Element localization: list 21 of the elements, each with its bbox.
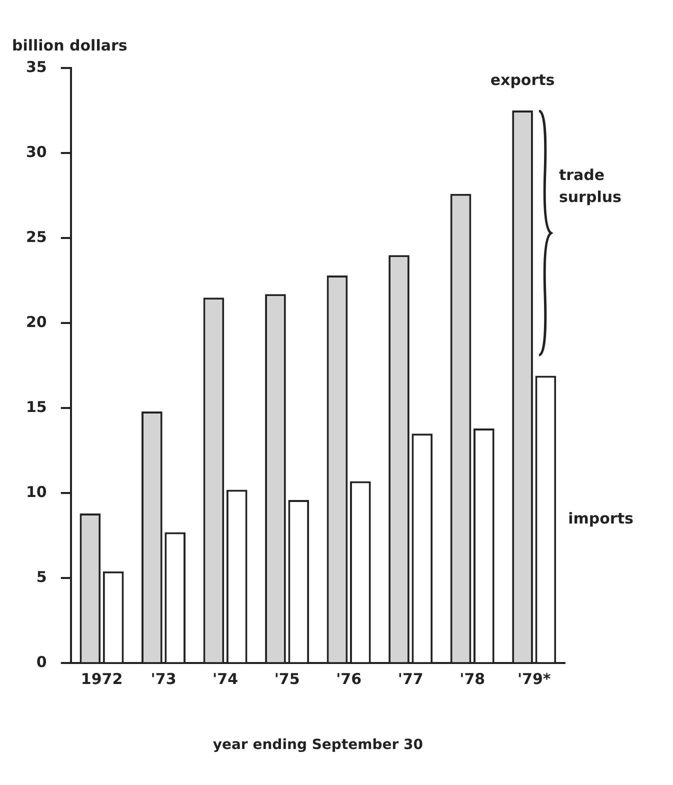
y-tick-label: 25 [26,228,47,246]
x-tick-label: '77 [398,670,424,688]
y-tick-label: 10 [26,483,47,502]
x-tick-label: '73 [150,670,176,688]
x-tick-label: '79* [517,670,551,688]
y-tick-label: 15 [26,398,47,416]
x-tick-label: '74 [212,670,238,688]
series-label: imports [568,509,634,528]
annotation: trade surplus [558,164,622,208]
y-tick-label: 20 [26,312,47,331]
x-tick-label: '78 [460,670,486,688]
y-tick-label: 0 [36,653,47,672]
x-tick-label: 1972 [80,670,123,688]
x-tick-label: '76 [336,670,362,688]
y-axis-title: billion dollars [12,36,128,54]
x-axis-title: year ending September 30 [212,737,424,754]
text: exports [490,70,555,89]
y-tick-label: 5 [36,568,47,586]
y-tick-label: 35 [26,58,47,76]
y-tick-label: 30 [26,142,47,161]
x-tick-label: '75 [274,670,300,688]
